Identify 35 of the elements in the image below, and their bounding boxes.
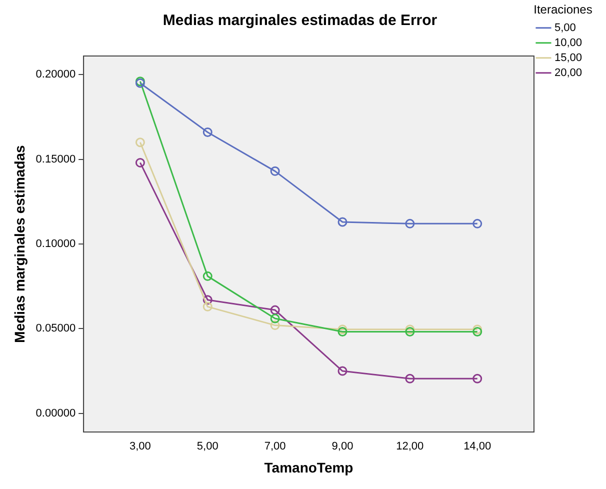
x-axis-title: TamanoTemp	[264, 459, 354, 476]
chart-title: Medias marginales estimadas de Error	[162, 12, 438, 30]
legend-label: 5,00	[554, 22, 576, 34]
x-tick-label: 14,00	[464, 440, 492, 453]
point	[472, 218, 482, 228]
point	[270, 166, 280, 176]
y-tick-label: 0.10000	[36, 238, 76, 250]
point	[405, 218, 415, 228]
y-axis-title: Medias marginales estimadas	[11, 144, 28, 343]
x-tick-label: 5,00	[196, 440, 218, 453]
point	[202, 295, 212, 305]
point	[135, 158, 145, 168]
x-tick-label: 9,00	[332, 440, 354, 453]
y-tick-label: 0.05000	[36, 322, 76, 335]
point	[135, 138, 145, 148]
x-tick-label: 3,00	[129, 440, 151, 453]
point	[202, 302, 212, 312]
y-tick-label: 0.20000	[36, 68, 76, 81]
point	[338, 217, 348, 227]
y-tick-label: 0.15000	[36, 153, 76, 166]
x-tick-label: 12,00	[396, 440, 424, 453]
point	[338, 366, 348, 376]
y-tick-label: 0.00000	[36, 407, 76, 420]
point	[405, 374, 415, 384]
x-tick-label: 7,00	[264, 440, 286, 453]
point	[472, 374, 482, 384]
legend-title: Iteraciones	[534, 2, 592, 16]
legend-label: 15,00	[554, 52, 582, 64]
point	[202, 271, 212, 281]
legend-label: 10,00	[554, 36, 582, 49]
point	[202, 127, 212, 137]
point	[270, 314, 280, 324]
point	[270, 320, 280, 330]
legend-label: 20,00	[554, 66, 582, 79]
point	[270, 305, 280, 315]
